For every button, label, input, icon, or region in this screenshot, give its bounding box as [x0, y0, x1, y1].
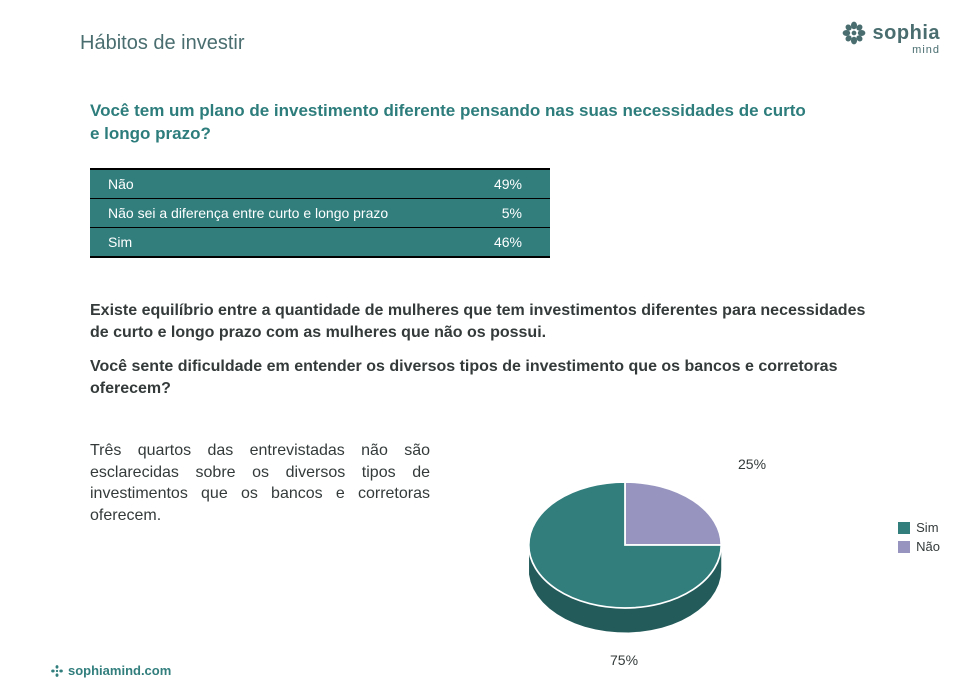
body-text: Três quartos das entrevistadas não são e… [90, 440, 430, 526]
paragraph-equilibrium: Existe equilíbrio entre a quantidade de … [90, 300, 870, 343]
flower-icon [841, 20, 867, 46]
table-cell-label: Sim [108, 234, 132, 250]
response-table: Não 49% Não sei a diferença entre curto e … [90, 168, 550, 258]
brand-logo: sophia mind [841, 20, 940, 56]
pie-label-25: 25% [738, 456, 766, 472]
pie-svg [520, 440, 730, 650]
table-cell-value: 46% [494, 234, 522, 250]
legend-item: Sim [898, 520, 940, 535]
table-cell-value: 49% [494, 176, 522, 192]
legend-label: Não [916, 539, 940, 554]
question-2: Você sente dificuldade em entender os di… [90, 356, 870, 399]
table-row: Não sei a diferença entre curto e longo … [90, 198, 550, 227]
table-row: Não 49% [90, 170, 550, 198]
legend-label: Sim [916, 520, 938, 535]
legend-swatch [898, 541, 910, 553]
question-1: Você tem um plano de investimento difere… [90, 100, 810, 146]
table-cell-value: 5% [502, 205, 522, 221]
pie-legend: Sim Não [898, 520, 940, 558]
legend-item: Não [898, 539, 940, 554]
table-cell-label: Não sei a diferença entre curto e longo … [108, 205, 388, 221]
pie-chart: 25% 75% [480, 420, 800, 660]
flower-icon [50, 664, 64, 678]
footer-url: sophiamind.com [68, 663, 171, 678]
pie-label-75: 75% [610, 652, 638, 668]
brand-name: sophia [873, 22, 940, 45]
table-cell-label: Não [108, 176, 134, 192]
table-row: Sim 46% [90, 227, 550, 256]
page-title: Hábitos de investir [80, 32, 245, 55]
footer-logo: sophiamind.com [50, 663, 171, 678]
legend-swatch [898, 522, 910, 534]
